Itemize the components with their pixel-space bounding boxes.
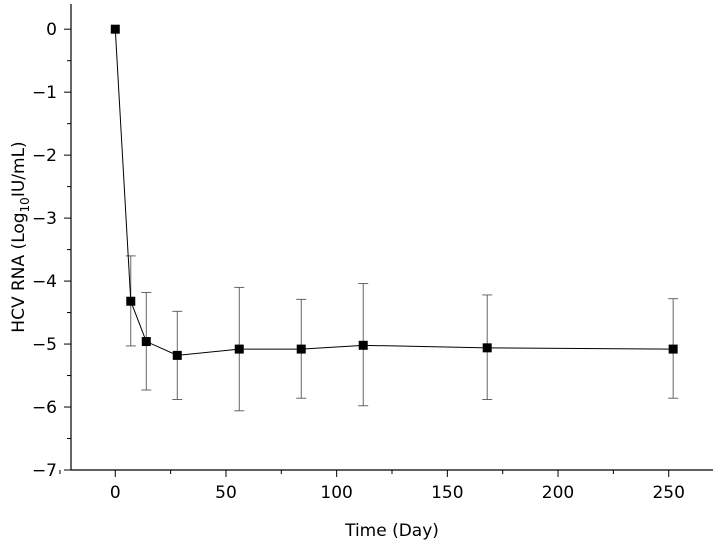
y-tick-label: −4 xyxy=(32,272,57,292)
data-point xyxy=(668,344,678,354)
data-point xyxy=(358,340,368,350)
x-axis-title: Time (Day) xyxy=(344,521,439,541)
x-tick-label: 150 xyxy=(431,483,463,503)
y-tick-label: −6 xyxy=(32,398,57,418)
x-tick-label: 0 xyxy=(110,483,121,503)
data-point xyxy=(234,344,244,354)
data-point xyxy=(126,296,136,306)
y-tick-label: −5 xyxy=(32,335,57,355)
x-tick-label: 50 xyxy=(215,483,237,503)
x-tick-label: 250 xyxy=(652,483,684,503)
y-tick-label: −3 xyxy=(32,209,57,229)
data-point xyxy=(482,343,492,353)
y-tick-label: −2 xyxy=(32,146,57,166)
x-tick-label: 200 xyxy=(542,483,574,503)
axes xyxy=(59,4,713,477)
y-axis-title: HCV RNA (Log10IU/mL) xyxy=(9,141,32,332)
series xyxy=(110,24,678,360)
y-tick-label: 0 xyxy=(46,20,57,40)
x-tick-label: 100 xyxy=(320,483,352,503)
error-bars xyxy=(125,255,679,412)
y-tick-label: −7 xyxy=(32,461,57,481)
y-axis-title-main: HCV RNA (Log xyxy=(9,212,29,332)
y-axis-title-end: IU/mL) xyxy=(9,141,29,197)
labels: 0 50 100 150 200 250 0 −1 −2 −3 −4 −5 −6 −7 xyxy=(32,20,685,503)
series-line xyxy=(114,29,674,356)
y-axis-title-subscript: 10 xyxy=(18,197,32,212)
data-point xyxy=(296,344,306,354)
y-tick-label: −1 xyxy=(32,83,57,103)
data-point xyxy=(172,350,182,360)
data-point xyxy=(110,24,120,34)
data-point xyxy=(141,337,151,347)
